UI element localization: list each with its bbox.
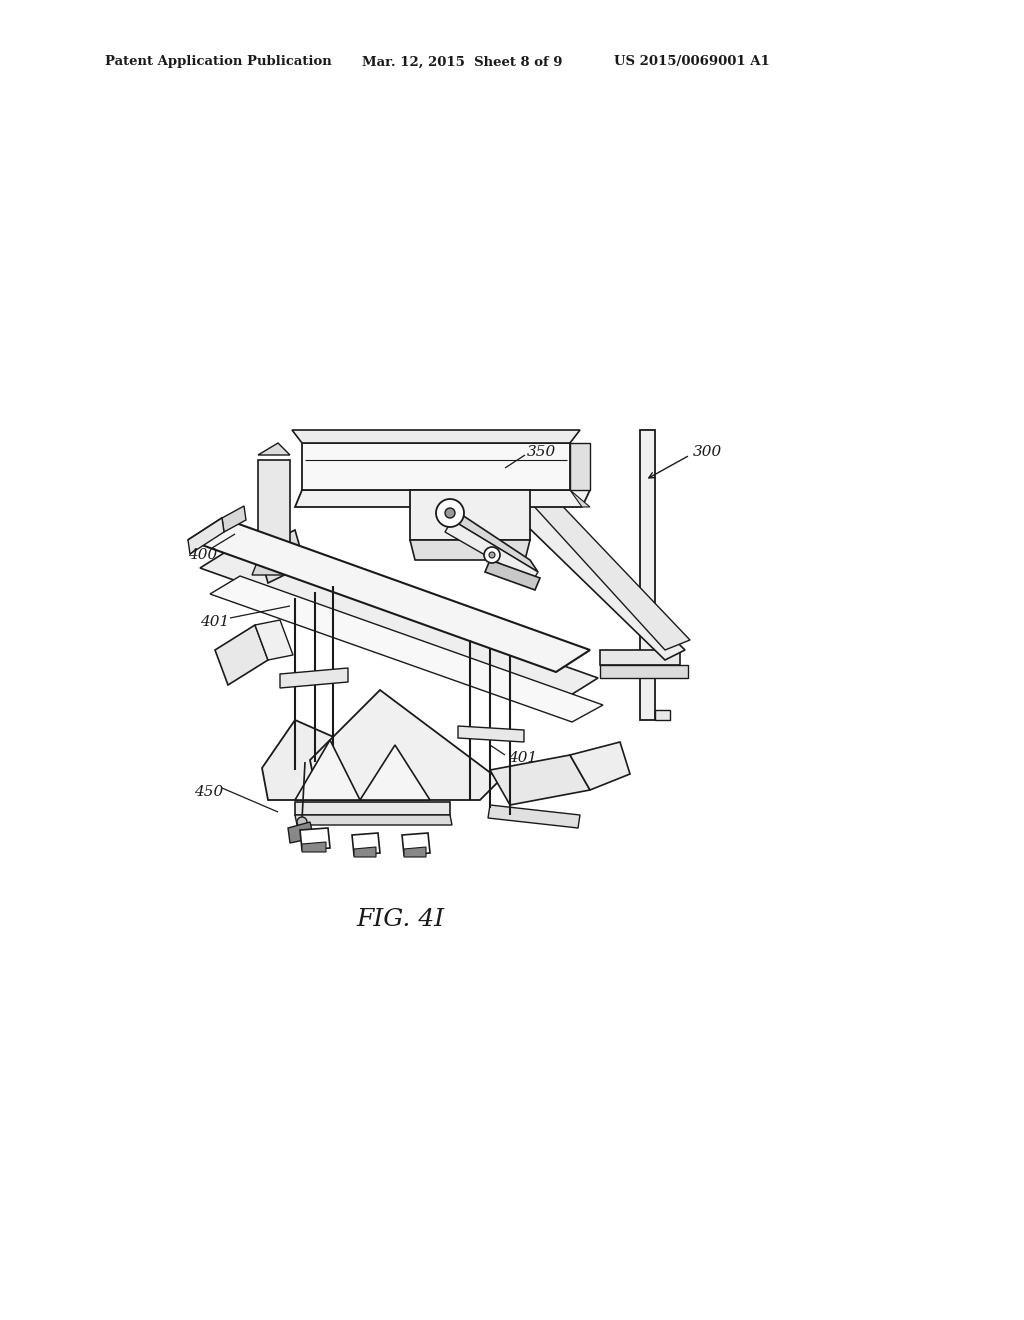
Polygon shape	[490, 755, 590, 805]
Polygon shape	[354, 847, 376, 857]
Circle shape	[489, 552, 495, 558]
Polygon shape	[262, 719, 420, 800]
Polygon shape	[210, 576, 603, 722]
Polygon shape	[295, 814, 452, 825]
Text: 401: 401	[200, 615, 229, 630]
Text: Mar. 12, 2015  Sheet 8 of 9: Mar. 12, 2015 Sheet 8 of 9	[362, 55, 562, 69]
Circle shape	[484, 546, 500, 564]
Polygon shape	[292, 430, 580, 444]
Polygon shape	[222, 506, 246, 532]
Polygon shape	[600, 665, 688, 678]
Polygon shape	[458, 726, 524, 742]
Text: Patent Application Publication: Patent Application Publication	[105, 55, 332, 69]
Polygon shape	[188, 517, 590, 672]
Polygon shape	[258, 531, 305, 583]
Polygon shape	[300, 828, 330, 850]
Text: 450: 450	[194, 785, 223, 799]
Text: 300: 300	[693, 445, 722, 459]
Polygon shape	[258, 459, 290, 560]
Circle shape	[436, 499, 464, 527]
Polygon shape	[402, 833, 430, 855]
Polygon shape	[200, 548, 598, 698]
Polygon shape	[404, 847, 426, 857]
Polygon shape	[288, 822, 314, 843]
Text: 401: 401	[508, 751, 538, 766]
Polygon shape	[510, 473, 690, 649]
Polygon shape	[445, 520, 538, 582]
Polygon shape	[485, 560, 540, 590]
Text: 350: 350	[527, 445, 556, 459]
Polygon shape	[490, 480, 685, 660]
Polygon shape	[570, 490, 590, 507]
Polygon shape	[410, 490, 530, 540]
Text: 400: 400	[188, 548, 217, 562]
Polygon shape	[570, 444, 590, 490]
Polygon shape	[655, 710, 670, 719]
Polygon shape	[215, 624, 268, 685]
Polygon shape	[258, 444, 290, 455]
Polygon shape	[255, 620, 293, 660]
Polygon shape	[252, 560, 290, 576]
Polygon shape	[188, 517, 224, 554]
Polygon shape	[640, 430, 655, 719]
Polygon shape	[450, 507, 538, 572]
Polygon shape	[360, 744, 430, 800]
Polygon shape	[488, 805, 580, 828]
Text: FIG. 4I: FIG. 4I	[356, 908, 444, 932]
Polygon shape	[295, 803, 450, 814]
Circle shape	[445, 508, 455, 517]
Polygon shape	[280, 668, 348, 688]
Polygon shape	[310, 690, 500, 800]
Circle shape	[297, 817, 307, 828]
Polygon shape	[600, 649, 680, 665]
Polygon shape	[295, 490, 590, 507]
Polygon shape	[302, 842, 326, 851]
Polygon shape	[352, 833, 380, 855]
Text: US 2015/0069001 A1: US 2015/0069001 A1	[614, 55, 770, 69]
Polygon shape	[295, 741, 360, 800]
Polygon shape	[570, 742, 630, 789]
Polygon shape	[302, 444, 570, 490]
Polygon shape	[410, 540, 530, 560]
